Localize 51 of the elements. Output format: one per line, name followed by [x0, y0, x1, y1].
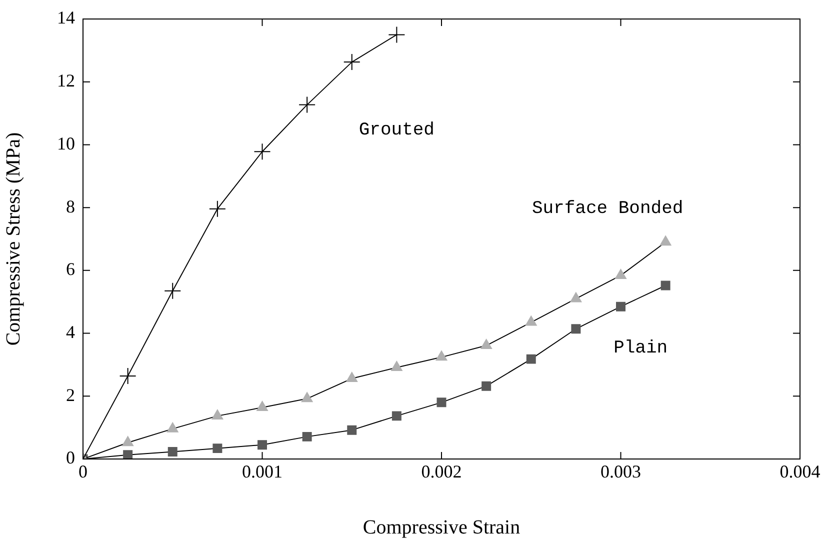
y-tick-label: 10: [57, 133, 75, 154]
point: [119, 368, 136, 385]
point: [208, 200, 226, 218]
point: [526, 354, 536, 364]
point: [660, 280, 670, 290]
y-tick-label: 2: [66, 384, 75, 405]
point: [346, 372, 358, 382]
point: [302, 432, 312, 442]
point: [298, 96, 316, 114]
point: [571, 324, 581, 334]
point: [123, 450, 133, 459]
x-tick-label: 0.003: [600, 462, 641, 482]
point: [256, 400, 268, 411]
point: [254, 143, 271, 160]
point: [343, 54, 360, 71]
y-tick-label: 8: [66, 196, 75, 216]
point: [164, 282, 182, 300]
x-tick-label: 0.002: [421, 462, 462, 482]
text: Grouted: [358, 120, 434, 140]
point: [436, 350, 448, 361]
y-axis-title: Compressive Stress (MPa): [2, 132, 24, 346]
point: [212, 444, 222, 454]
point: [347, 425, 357, 435]
point: [166, 422, 178, 432]
x-tick-label: 0: [78, 462, 88, 482]
series-label: Surface Bonded: [532, 198, 684, 219]
point: [258, 440, 267, 450]
point: [615, 268, 626, 279]
point: [660, 236, 672, 246]
y-tick-label: 0: [66, 448, 75, 468]
point: [616, 302, 626, 312]
x-axis-title: Compressive Strain: [362, 516, 520, 538]
x-tick-label: 0.001: [242, 462, 282, 482]
point: [570, 292, 582, 302]
point: [482, 381, 492, 391]
point: [301, 392, 313, 402]
point: [392, 411, 402, 421]
x-tick-label: 0.004: [780, 462, 820, 482]
series-label: Plain: [614, 338, 668, 358]
point: [212, 409, 224, 420]
point: [388, 26, 406, 44]
point: [390, 361, 402, 372]
point: [480, 339, 492, 350]
y-tick-label: 4: [66, 322, 75, 342]
y-tick-label: 6: [66, 259, 75, 280]
point: [436, 398, 446, 408]
point: [525, 316, 537, 326]
y-tick-label: 12: [57, 70, 75, 91]
point: [122, 436, 134, 446]
y-tick-label: 14: [57, 8, 75, 28]
point: [168, 447, 178, 457]
